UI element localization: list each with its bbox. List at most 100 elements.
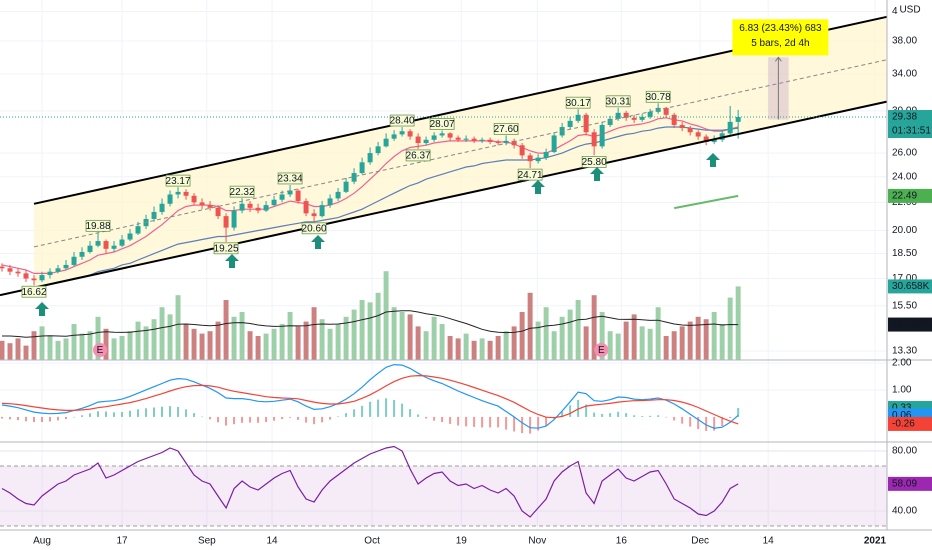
candle-body <box>567 120 573 128</box>
macd-hist-bar <box>505 416 508 430</box>
arrow <box>706 153 720 167</box>
macd-hist-bar <box>9 416 12 420</box>
macd-hist-bar <box>337 416 340 417</box>
axis-value-label: 22.49 <box>892 191 917 202</box>
candle-body <box>671 114 677 125</box>
candle-body <box>351 173 357 182</box>
candle-body <box>87 245 93 252</box>
candle-body <box>415 136 421 144</box>
macd-hist-bar <box>713 416 716 431</box>
y-tick-label: 18.50 <box>892 248 917 259</box>
volume-bar <box>199 333 205 360</box>
volume-bar <box>647 328 653 360</box>
volume-bar <box>39 326 45 360</box>
axis-value-label: 29.38 <box>892 112 917 123</box>
macd-hist-bar <box>17 416 20 421</box>
macd-hist-bar <box>297 416 300 420</box>
volume-bar <box>103 328 109 360</box>
macd-hist-bar <box>529 416 532 434</box>
volume-bar <box>583 326 589 360</box>
macd-hist-bar <box>121 412 124 417</box>
pivot-box <box>213 242 239 255</box>
volume-bar <box>487 340 493 360</box>
pivot-label: 20.60 <box>302 223 327 234</box>
candle-body <box>151 211 157 219</box>
pivot-label: 16.62 <box>21 287 46 298</box>
volume-bar <box>231 316 237 360</box>
volume-bar <box>567 309 573 360</box>
candle-body <box>159 203 165 212</box>
candle-body <box>519 145 525 156</box>
macd-hist-bar <box>497 416 500 428</box>
candle-body <box>367 153 373 163</box>
candle-body <box>119 239 125 246</box>
macd-hist-bar <box>449 416 452 424</box>
candle-body <box>239 203 245 211</box>
macd-hist-bar <box>417 414 420 417</box>
macd-hist-bar <box>185 409 188 417</box>
pivot-label: 19.25 <box>214 243 239 254</box>
axis-value-label: 58.09 <box>892 479 917 490</box>
pivot-box <box>277 172 303 185</box>
macd-hist-bar <box>489 416 492 428</box>
candle-body <box>167 194 173 204</box>
candle-body <box>391 134 397 139</box>
macd-hist-bar <box>305 416 308 423</box>
candle-body <box>263 205 269 211</box>
volume-bar <box>0 340 5 360</box>
y-tick-label: 2.00 <box>892 358 912 369</box>
volume-bar <box>47 336 53 360</box>
volume-bar <box>519 312 525 360</box>
volume-bar <box>687 321 693 360</box>
candle-body <box>495 141 501 144</box>
macd-hist-bar <box>33 416 36 423</box>
candle-body <box>311 213 317 217</box>
volume-bar <box>439 324 445 360</box>
volume-bar <box>279 324 285 360</box>
candle-body <box>175 191 181 195</box>
axis-value-label: 0.33 <box>892 403 912 414</box>
macd-hist-bar <box>233 416 236 425</box>
pivot-box <box>21 285 47 298</box>
channel-fill <box>34 16 887 288</box>
macd-hist-bar <box>401 403 404 417</box>
macd-hist-bar <box>361 405 364 417</box>
pivot-box <box>493 123 519 135</box>
volume-bar <box>591 295 597 360</box>
candle-body <box>727 121 733 134</box>
pivot-label: 28.40 <box>390 116 415 127</box>
axis-value-label: 14.767K <box>892 319 930 330</box>
rsi-band <box>0 465 887 526</box>
pivot-box <box>301 222 327 235</box>
candle-body <box>207 205 213 208</box>
candle-body <box>623 112 629 118</box>
volume-bar <box>335 324 341 360</box>
candle-body <box>647 111 653 117</box>
candle-body <box>511 140 517 146</box>
candle-body <box>335 191 341 199</box>
pivot-box <box>429 118 455 130</box>
volume-bar <box>359 300 365 360</box>
volume-bar <box>247 331 253 360</box>
macd-hist-bar <box>169 406 172 417</box>
volume-bar <box>143 326 149 360</box>
candle-body <box>191 195 197 203</box>
macd-hist-bar <box>673 416 676 421</box>
volume-bar <box>191 328 197 360</box>
pivot-label: 28.07 <box>430 119 455 130</box>
volume-bar <box>215 321 221 360</box>
macd-hist-bar <box>601 413 604 417</box>
candle-body <box>615 112 621 119</box>
macd-hist-bar <box>521 416 524 434</box>
pivot-label: 30.17 <box>566 98 591 109</box>
macd-hist-bar <box>249 416 252 423</box>
macd-hist-bar <box>561 411 564 417</box>
x-tick-label: 2021 <box>864 536 887 547</box>
y-tick-label: 13.30 <box>892 346 917 357</box>
macd-hist-bar <box>681 416 684 424</box>
macd-line <box>1 363 739 429</box>
volume-bar <box>239 312 245 360</box>
volume-bar <box>447 336 453 360</box>
macd-hist-bar <box>105 411 108 417</box>
macd-hist-bar <box>209 416 212 420</box>
